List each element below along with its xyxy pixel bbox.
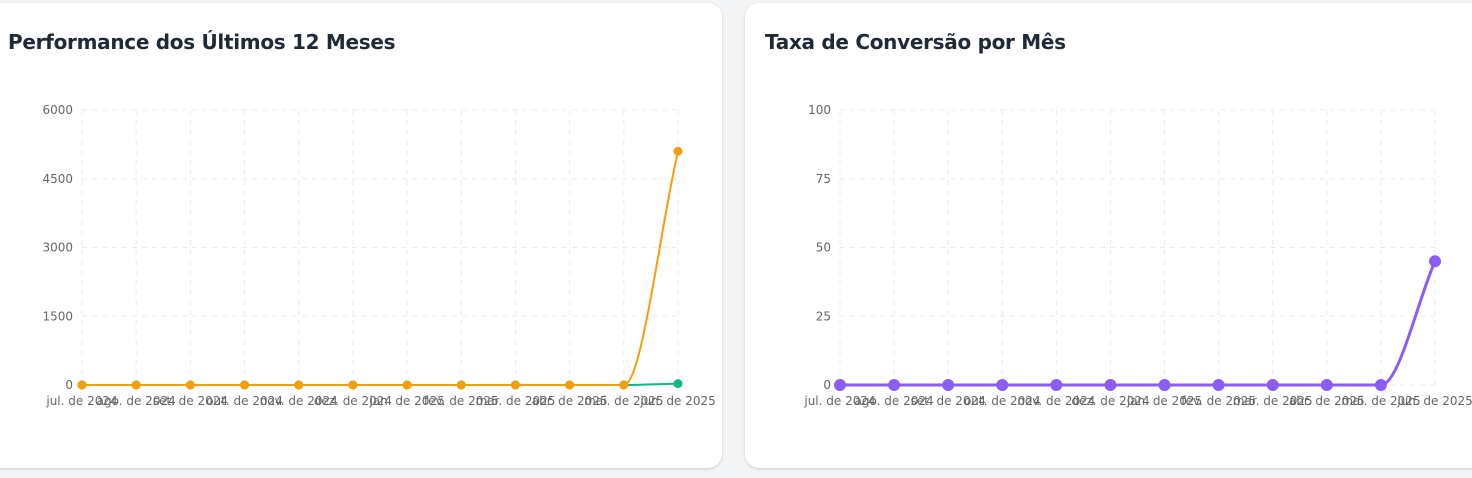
data-point[interactable]	[619, 380, 629, 390]
y-tick-label: 0	[823, 378, 831, 392]
data-point[interactable]	[1104, 379, 1117, 391]
y-tick-label: 100	[808, 103, 831, 117]
series-line	[834, 255, 1441, 391]
y-tick-label: 3000	[42, 241, 73, 255]
x-tick-label: set. de 2024	[153, 394, 228, 408]
data-point[interactable]	[1212, 379, 1225, 391]
x-tick-label: jul. de 2024	[45, 394, 117, 408]
y-tick-label: 4500	[42, 172, 73, 186]
conversion-card: Taxa de Conversão por Mês 0 25 50 75 100 jul.…	[745, 3, 1472, 468]
x-tick-label: nov. de 2024	[260, 394, 338, 408]
data-point[interactable]	[1266, 379, 1279, 391]
x-tick-label: set. de 2024	[911, 394, 986, 408]
x-tick-label: fev. de 2025	[424, 394, 499, 408]
y-tick-label: 0	[65, 378, 73, 392]
data-point[interactable]	[1050, 379, 1063, 391]
y-tick-label: 25	[816, 309, 831, 323]
y-tick-label: 75	[816, 172, 831, 186]
conversion-card-title: Taxa de Conversão por Mês	[765, 30, 1066, 54]
x-tick-label: jun. de 2025	[639, 394, 716, 408]
data-point[interactable]	[1158, 379, 1171, 391]
x-tick-label: jul. de 2024	[803, 394, 875, 408]
data-point[interactable]	[1374, 379, 1387, 391]
series-path	[81, 150, 679, 386]
x-tick-label: ago. de 2024	[855, 394, 934, 408]
x-tick-label: abr. de 2025	[1289, 394, 1365, 408]
data-point[interactable]	[510, 380, 520, 390]
x-tick-label: jun. de 2025	[1396, 394, 1472, 408]
series-line	[77, 146, 683, 390]
chart-grid	[81, 109, 679, 386]
data-point[interactable]	[888, 379, 901, 391]
chart-grid	[839, 109, 1436, 386]
data-point[interactable]	[673, 379, 683, 389]
series-path	[838, 259, 1437, 387]
data-point[interactable]	[131, 380, 141, 390]
performance-card-title: Performance dos Últimos 12 Meses	[8, 30, 396, 54]
x-tick-label: mai. de 2025	[584, 394, 663, 408]
data-point[interactable]	[240, 380, 250, 390]
data-point[interactable]	[996, 379, 1009, 391]
x-tick-label: jan. de 2025	[368, 394, 444, 408]
y-tick-label: 1500	[42, 309, 73, 323]
data-point[interactable]	[1429, 255, 1441, 268]
x-tick-label: fev. de 2025	[1181, 394, 1256, 408]
y-tick-label: 6000	[42, 103, 73, 117]
performance-card: Performance dos Últimos 12 Meses 0 1500 30…	[0, 3, 722, 468]
data-point[interactable]	[294, 380, 304, 390]
data-point[interactable]	[834, 379, 846, 391]
x-tick-label: nov. de 2024	[1017, 394, 1095, 408]
x-tick-label: out. de 2024	[964, 394, 1041, 408]
data-point[interactable]	[77, 380, 87, 390]
x-tick-label: ago. de 2024	[97, 394, 176, 408]
data-point[interactable]	[565, 380, 575, 390]
x-tick-label: mai. de 2025	[1341, 394, 1420, 408]
data-point[interactable]	[456, 380, 466, 390]
x-tick-label: dez. de 2024	[314, 394, 392, 408]
data-point[interactable]	[348, 380, 358, 390]
data-point[interactable]	[185, 380, 195, 390]
data-point[interactable]	[942, 379, 955, 391]
x-tick-label: abr. de 2025	[532, 394, 608, 408]
data-point[interactable]	[673, 146, 683, 156]
x-tick-label: jan. de 2025	[1126, 394, 1202, 408]
data-point[interactable]	[1320, 379, 1333, 391]
x-tick-label: mar. de 2025	[1233, 394, 1313, 408]
y-tick-label: 50	[816, 241, 831, 255]
x-tick-label: dez. de 2024	[1071, 394, 1149, 408]
x-tick-label: out. de 2024	[206, 394, 283, 408]
data-point[interactable]	[402, 380, 412, 390]
x-tick-label: mar. de 2025	[476, 394, 556, 408]
